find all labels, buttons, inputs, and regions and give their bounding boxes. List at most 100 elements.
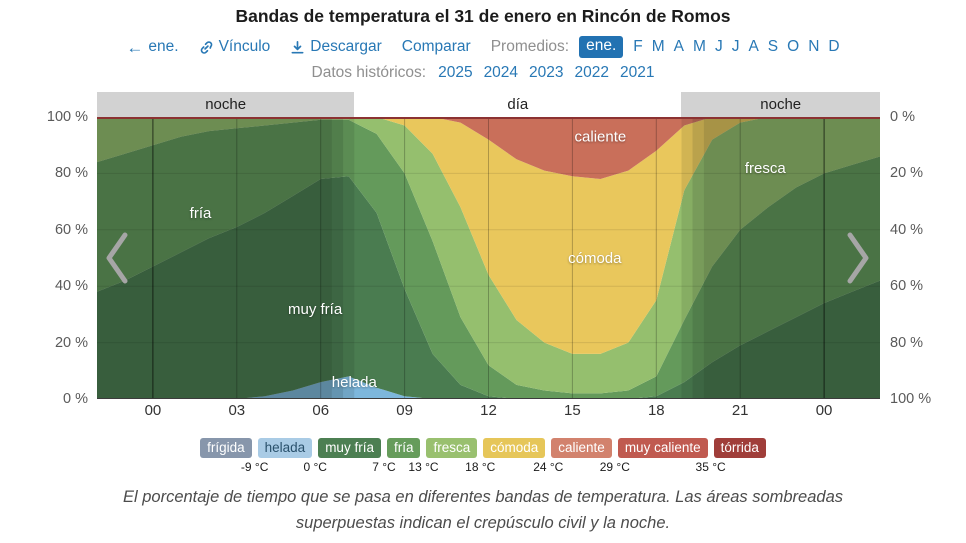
y-axis-right-tick: 100 %: [890, 391, 932, 407]
month-link[interactable]: J: [714, 38, 723, 55]
x-axis-tick: 09: [396, 402, 413, 419]
caption: El porcentaje de tiempo que se pasa en d…: [122, 488, 844, 532]
legend-chip-fresca: fresca: [426, 438, 478, 458]
prev-month-link[interactable]: ← ene.: [126, 38, 178, 56]
month-link[interactable]: M: [651, 38, 665, 55]
month-link[interactable]: O: [787, 38, 800, 55]
band-area-fresca: [97, 117, 880, 394]
x-axis-tick: 21: [731, 402, 749, 419]
y-axis-right-tick: 40 %: [890, 221, 924, 238]
y-axis-left-tick: 40 %: [54, 278, 88, 295]
selected-month-chip[interactable]: ene.: [579, 36, 624, 58]
temperature-threshold: 0 °C: [303, 460, 327, 474]
legend-band: caliente 24 °C: [533, 438, 612, 474]
averages-label: Promedios:: [490, 38, 570, 55]
band-label-caliente: caliente: [575, 129, 627, 146]
day-night-band-night: noche: [97, 92, 355, 117]
month-link[interactable]: D: [828, 38, 840, 55]
legend-band: muy fría 0 °C: [303, 438, 381, 474]
year-link[interactable]: 2024: [483, 64, 519, 81]
compare-link[interactable]: Comparar: [401, 38, 471, 55]
legend-band: cómoda 18 °C: [465, 438, 546, 474]
band-label-cómoda: cómoda: [568, 250, 622, 267]
band-area-helada: [97, 376, 880, 399]
night-shading: [703, 117, 880, 399]
legend-chip-cómoda: cómoda: [483, 438, 546, 458]
link-label: Vínculo: [218, 38, 271, 55]
y-axis-left-tick: 60 %: [54, 221, 88, 238]
download-label: Descargar: [310, 38, 382, 55]
temperature-threshold: -9 °C: [240, 460, 269, 474]
link-button[interactable]: Vínculo: [199, 38, 271, 56]
y-axis-right-tick: 80 %: [890, 334, 924, 351]
legend-chip-caliente: caliente: [551, 438, 612, 458]
year-link[interactable]: 2025: [438, 64, 473, 81]
x-axis-tick: 03: [228, 402, 246, 419]
legend-band: frígida: [200, 438, 252, 458]
band-area-cómoda: [97, 117, 880, 354]
night-shading: [331, 117, 344, 399]
month-link[interactable]: J: [731, 38, 740, 55]
temperature-threshold: 13 °C: [408, 460, 439, 474]
y-axis-left-tick: 80 %: [54, 165, 88, 182]
x-axis-tick: 15: [564, 402, 581, 419]
legend-band: fría 7 °C: [372, 438, 421, 474]
download-button[interactable]: Descargar: [290, 38, 382, 56]
x-axis-tick: 00: [815, 402, 833, 419]
stacked-area-plot: fría muy fría helada cómoda caliente fresca: [97, 117, 880, 399]
year-link[interactable]: 2021: [620, 64, 655, 81]
legend-band: tórrida 35 °C: [696, 438, 766, 474]
legend-chip-fría: fría: [386, 438, 421, 458]
year-link[interactable]: 2023: [529, 64, 564, 81]
band-area-muy-fría: [97, 176, 880, 399]
legend-band: helada -9 °C: [241, 438, 313, 474]
history-label: Datos históricos:: [311, 64, 427, 81]
month-link[interactable]: A: [673, 38, 685, 55]
temperature-threshold: 24 °C: [533, 460, 564, 474]
band-area-fría: [97, 119, 880, 399]
month-link[interactable]: N: [808, 38, 820, 55]
y-axis-left-tick: 0 %: [63, 391, 88, 407]
y-axis-right-tick: 60 %: [890, 278, 924, 295]
temperature-threshold: 18 °C: [465, 460, 496, 474]
y-axis-right-tick: 0 %: [890, 109, 915, 125]
day-night-band-night: noche: [681, 92, 880, 117]
prev-day-button[interactable]: [104, 230, 130, 286]
year-links: 2025 2024 2023 2022 2021: [438, 64, 654, 82]
legend: frígida helada -9 °C muy fría 0 °C fría 7 °C fr…: [0, 438, 966, 474]
y-axis-left-tick: 100 %: [46, 109, 88, 125]
temperature-bands-chart: noche día noche fría muy fría helada cómoda cal…: [0, 92, 966, 424]
night-shading: [692, 117, 704, 399]
night-shading: [681, 117, 693, 399]
month-link[interactable]: F: [633, 38, 643, 55]
night-shading: [97, 117, 332, 399]
legend-chip-muy-caliente: muy caliente: [617, 438, 708, 458]
year-link[interactable]: 2022: [574, 64, 610, 81]
temperature-threshold: 29 °C: [599, 460, 630, 474]
month-link[interactable]: A: [748, 38, 759, 55]
x-axis-tick: 12: [480, 402, 497, 419]
x-axis-tick: 18: [647, 402, 665, 419]
band-label-fresca: fresca: [745, 160, 787, 177]
legend-band: muy caliente 29 °C: [600, 438, 708, 474]
y-axis-right-tick: 20 %: [890, 165, 924, 182]
x-axis-tick: 00: [144, 402, 162, 419]
band-label-helada: helada: [332, 374, 378, 391]
day-night-band-day: día: [354, 92, 682, 117]
month-link[interactable]: M: [693, 38, 706, 55]
legend-chip-muy-fría: muy fría: [318, 438, 381, 458]
band-area-caliente: [97, 117, 880, 179]
legend-chip-tórrida: tórrida: [713, 438, 766, 458]
left-chevron-icon: [106, 232, 128, 284]
link-icon: [200, 40, 212, 54]
next-day-button[interactable]: [845, 230, 871, 286]
legend-chip-frígida: frígida: [200, 438, 252, 458]
prev-month-label: ene.: [148, 38, 179, 55]
band-label-muy-fría: muy fría: [288, 301, 343, 318]
download-icon: [291, 40, 304, 53]
month-link[interactable]: S: [767, 38, 779, 55]
back-arrow-icon: ←: [126, 37, 144, 57]
legend-chip-helada: helada: [257, 438, 313, 458]
